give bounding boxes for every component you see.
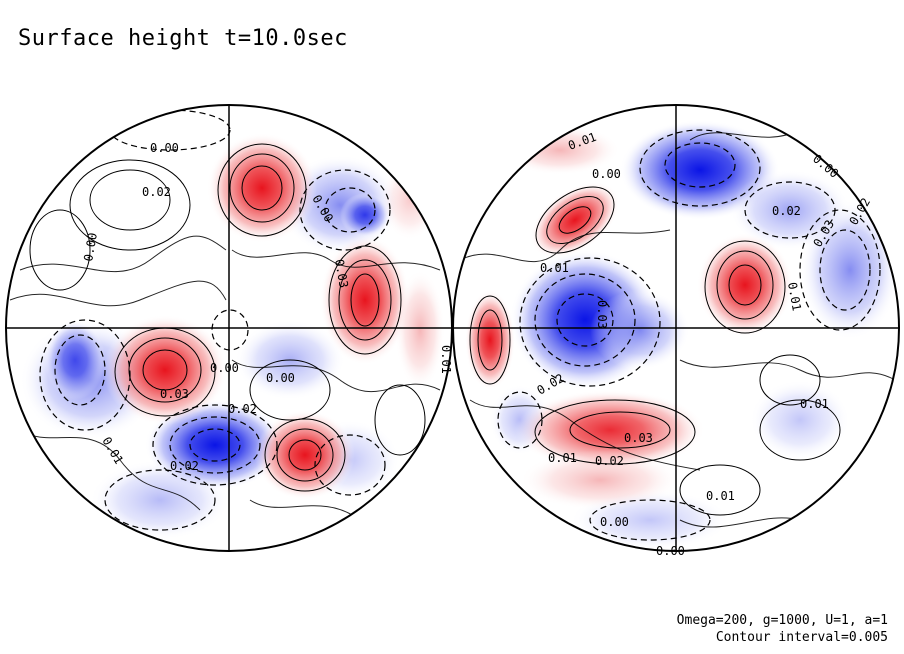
high-right [320,235,410,365]
left-contour-labels: 0.00 0.02 0.00 0.00 0.03 0.02 0.00 0.02 … [81,141,453,473]
parameter-caption: Omega=200, g=1000, U=1, a=1 Contour inte… [677,612,888,646]
contour-label: 0.01 [540,261,569,275]
contour-label: 0.00 [592,167,621,181]
contour-label: 0.01 [548,451,577,465]
contour-label: 0.01 [785,281,804,312]
contour-label: 0.03 [595,300,609,329]
left-hemisphere [6,105,452,551]
contour-label: 0.01 [800,397,829,411]
contour-label: 0.02 [142,185,171,199]
parameter-line: Omega=200, g=1000, U=1, a=1 [676,613,888,628]
high-upper-left [530,182,620,258]
contour-label: 0.00 [266,371,295,385]
contour-label: 0.02 [228,402,257,416]
high-left-edge [465,290,515,390]
contour-label: 0.02 [595,454,624,468]
high-lower-right [255,410,355,500]
contour-label: 0.03 [624,431,653,445]
contour-label: 0.01 [706,489,735,503]
contour-label: 0.03 [332,258,351,289]
contour-label: 0.00 [210,361,239,375]
high-right [697,233,793,337]
contour-interval-line: Contour interval=0.005 [715,630,888,645]
contour-label: 0.00 [81,232,100,263]
plot-title: Surface height t=10.0sec [18,26,348,51]
high-lower-left [103,315,227,425]
high-lower-band [515,390,705,470]
high-upper-right [207,133,317,243]
contour-label: 0.01 [439,345,453,374]
right-hemisphere [453,105,899,551]
contour-label: 0.00 [150,141,179,155]
contour-label: 0.03 [160,387,189,401]
low-left-core [45,320,105,400]
contour-label: 0.00 [600,515,629,529]
contour-label: 0.00 [656,544,685,558]
contour-label: 0.02 [170,459,199,473]
contour-label: 0.02 [772,204,801,218]
